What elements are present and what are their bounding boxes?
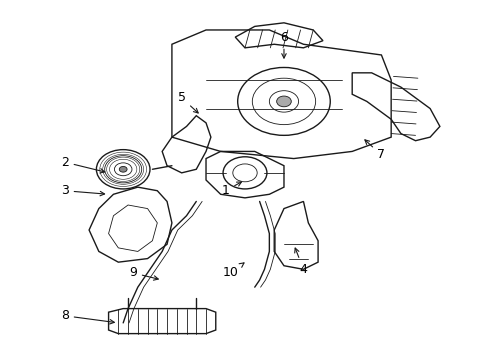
Text: 7: 7 xyxy=(365,140,386,162)
Text: 5: 5 xyxy=(178,91,198,113)
Circle shape xyxy=(119,166,127,172)
Text: 2: 2 xyxy=(61,156,105,173)
Text: 6: 6 xyxy=(280,31,288,58)
Text: 8: 8 xyxy=(61,309,114,324)
Text: 3: 3 xyxy=(61,184,104,197)
Text: 10: 10 xyxy=(222,263,244,279)
Text: 9: 9 xyxy=(129,266,158,280)
Text: 1: 1 xyxy=(221,182,242,197)
Circle shape xyxy=(277,96,291,107)
Text: 4: 4 xyxy=(294,248,307,276)
